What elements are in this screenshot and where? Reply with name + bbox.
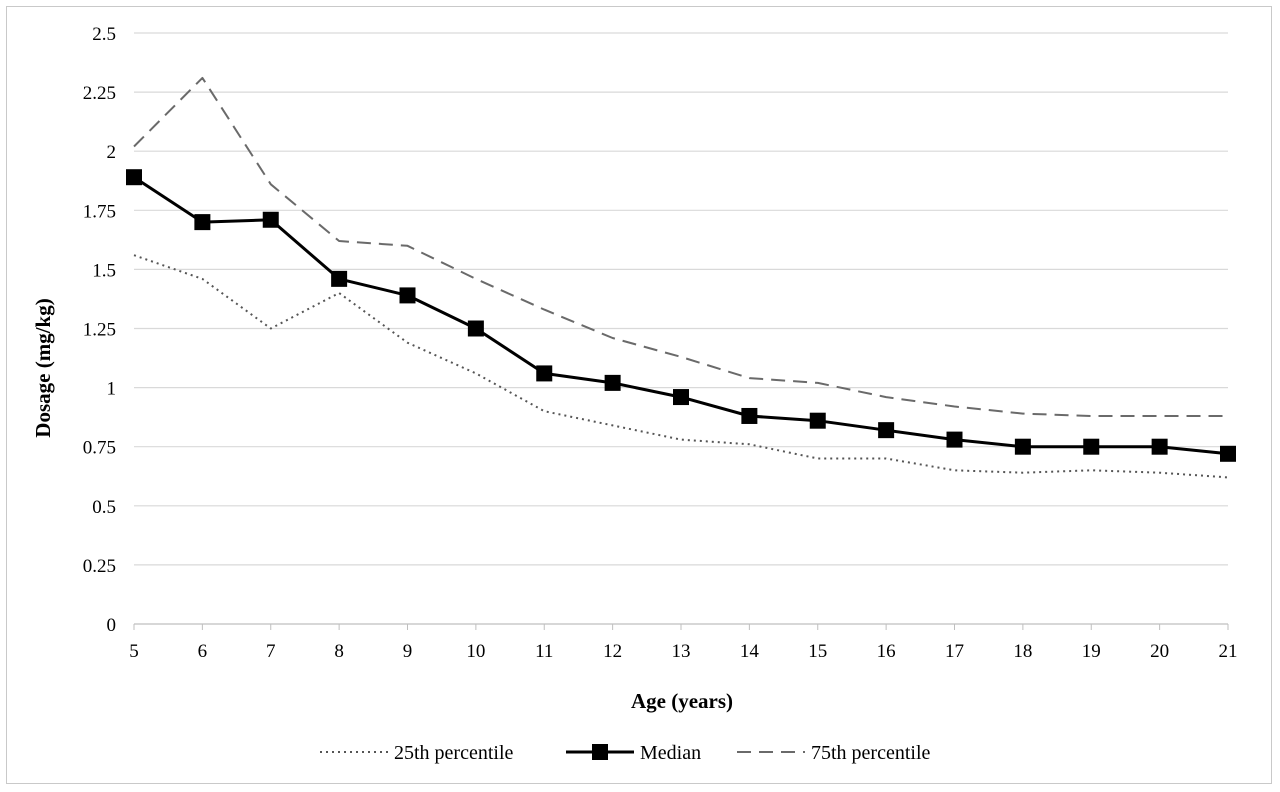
- x-tick-label: 16: [877, 641, 896, 662]
- median-marker: [809, 412, 826, 429]
- median-marker: [536, 365, 553, 382]
- x-axis-ticks: 5 6 7 8 9 10 11 12 13 14 15 16 17 18 19 20 21: [129, 624, 1238, 662]
- median-marker: [1014, 438, 1031, 455]
- x-axis-title: Age (years): [631, 689, 733, 713]
- y-tick-label: 0: [107, 615, 117, 636]
- series-line-25th-percentile: [133, 254, 1229, 479]
- y-tick-label: 1.75: [83, 201, 116, 222]
- x-tick-label: 11: [535, 641, 553, 662]
- median-marker: [467, 320, 484, 337]
- y-tick-label: 0.25: [83, 556, 116, 577]
- median-marker: [741, 407, 758, 424]
- series-line-median: [133, 175, 1229, 456]
- series-group: [126, 76, 1236, 479]
- x-tick-label: 19: [1082, 641, 1101, 662]
- x-tick-label: 12: [603, 641, 622, 662]
- series-line-75th-percentile: [133, 76, 1228, 417]
- y-tick-label: 2.5: [92, 24, 116, 45]
- median-marker: [126, 169, 142, 186]
- x-tick-label: 10: [466, 641, 485, 662]
- legend-item-median: Median: [566, 742, 701, 764]
- median-marker: [399, 287, 416, 304]
- legend: 25th percentile Median 75th percentile: [320, 742, 931, 764]
- legend-label-75th: 75th percentile: [811, 742, 931, 764]
- gridlines: [134, 32, 1228, 625]
- legend-marker-median: [592, 744, 608, 760]
- x-tick-label: 17: [945, 641, 964, 662]
- y-tick-label: 1.5: [92, 260, 116, 281]
- x-tick-label: 9: [403, 641, 413, 662]
- x-tick-label: 7: [266, 641, 276, 662]
- legend-label-25th: 25th percentile: [394, 742, 514, 764]
- y-tick-label: 2.25: [83, 83, 116, 104]
- x-tick-label: 5: [129, 641, 139, 662]
- median-marker: [1151, 438, 1168, 455]
- x-tick-label: 6: [198, 641, 208, 662]
- median-marker: [673, 389, 689, 406]
- median-marker: [331, 270, 348, 287]
- median-marker: [1083, 438, 1100, 455]
- legend-item-75th: 75th percentile: [737, 742, 931, 764]
- y-tick-label: 0.5: [92, 497, 116, 518]
- y-tick-label: 1.25: [83, 320, 116, 341]
- x-tick-label: 20: [1150, 641, 1169, 662]
- y-tick-label: 0.75: [83, 438, 116, 459]
- median-marker: [946, 431, 963, 448]
- legend-label-median: Median: [640, 742, 701, 764]
- x-tick-label: 14: [740, 641, 760, 662]
- x-tick-label: 18: [1013, 641, 1032, 662]
- x-tick-label: 8: [334, 641, 344, 662]
- y-tick-label: 1: [107, 379, 117, 400]
- median-marker: [878, 422, 895, 439]
- median-marker: [262, 211, 279, 228]
- x-tick-label: 21: [1219, 641, 1238, 662]
- y-axis-title: Dosage (mg/kg): [31, 298, 55, 437]
- chart-frame: [6, 6, 1272, 784]
- median-marker: [194, 214, 211, 231]
- y-tick-label: 2: [107, 142, 117, 163]
- y-axis-ticks: 0 0.25 0.5 0.75 1 1.25 1.5 1.75 2 2.25 2.5: [83, 24, 116, 636]
- x-tick-label: 15: [808, 641, 827, 662]
- median-marker: [604, 374, 621, 391]
- legend-item-25th: 25th percentile: [320, 742, 514, 764]
- x-tick-label: 13: [672, 641, 691, 662]
- median-marker: [1220, 445, 1236, 462]
